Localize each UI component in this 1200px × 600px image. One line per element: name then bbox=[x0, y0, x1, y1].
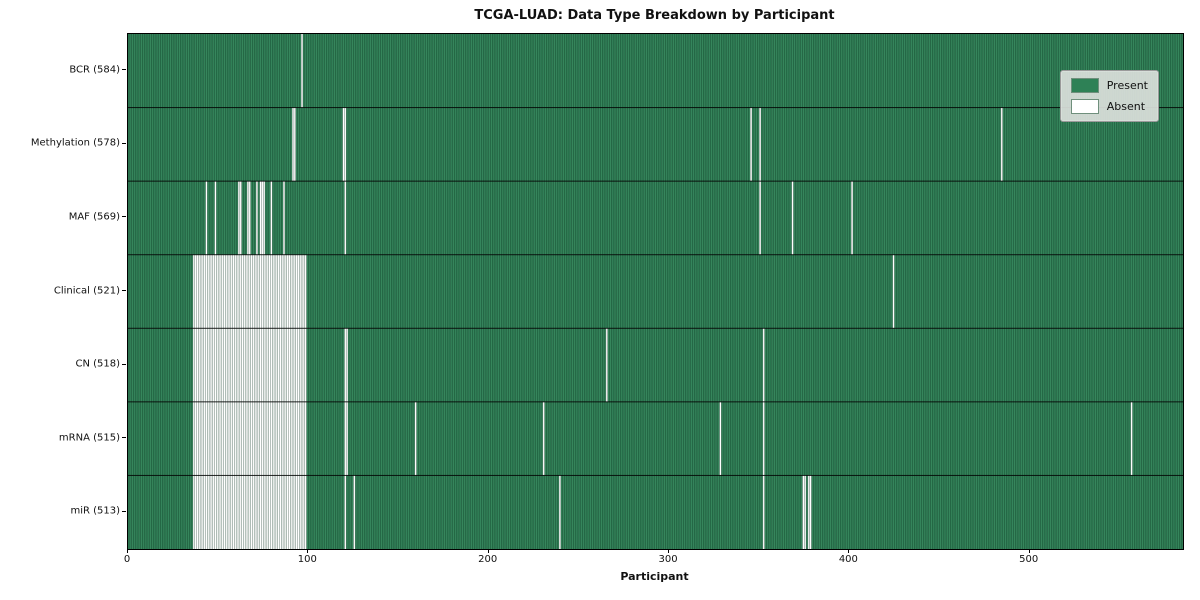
y-tick-mark bbox=[122, 216, 126, 218]
y-tick-label-Clinical: Clinical (521) bbox=[53, 285, 120, 296]
plot-area: Present Absent bbox=[127, 33, 1184, 550]
present-swatch-icon bbox=[1070, 78, 1099, 93]
legend: Present Absent bbox=[1059, 70, 1159, 122]
heatmap-canvas bbox=[128, 34, 1183, 549]
x-tick-mark bbox=[127, 549, 128, 553]
y-tick-label-MAF: MAF (569) bbox=[68, 211, 120, 223]
chart-title: TCGA-LUAD: Data Type Breakdown by Partic… bbox=[474, 8, 835, 23]
y-tick-label-CN: CN (518) bbox=[75, 358, 120, 370]
y-tick-label-miR: miR (513) bbox=[70, 505, 120, 517]
y-tick-label-BCR: BCR (584) bbox=[69, 64, 120, 76]
x-tick-label-300: 300 bbox=[658, 554, 678, 565]
x-tick-label-500: 500 bbox=[1019, 554, 1039, 565]
x-tick-label-0: 0 bbox=[123, 554, 131, 565]
x-tick-mark bbox=[848, 549, 850, 553]
y-tick-mark bbox=[122, 290, 126, 291]
absent-swatch-icon bbox=[1070, 99, 1099, 114]
y-tick-mark bbox=[122, 437, 126, 439]
x-tick-mark bbox=[487, 549, 489, 553]
legend-label-absent: Absent bbox=[1106, 100, 1146, 113]
x-tick-mark bbox=[307, 549, 309, 553]
y-tick-label-mRNA: mRNA (515) bbox=[58, 432, 120, 444]
legend-entry-absent: Absent bbox=[1070, 99, 1148, 114]
x-tick-label-100: 100 bbox=[297, 554, 317, 565]
x-axis-label: Participant bbox=[620, 570, 689, 583]
x-tick-mark bbox=[1028, 549, 1030, 553]
legend-label-present: Present bbox=[1106, 79, 1148, 92]
y-tick-mark bbox=[122, 142, 126, 144]
x-tick-mark bbox=[668, 549, 670, 553]
y-tick-mark bbox=[122, 510, 126, 512]
y-tick-mark bbox=[122, 363, 126, 365]
legend-entry-present: Present bbox=[1070, 78, 1148, 93]
x-tick-label-200: 200 bbox=[478, 554, 498, 565]
x-tick-label-400: 400 bbox=[838, 554, 858, 565]
y-tick-mark bbox=[122, 69, 126, 71]
y-tick-label-Methylation: Methylation (578) bbox=[30, 137, 120, 149]
